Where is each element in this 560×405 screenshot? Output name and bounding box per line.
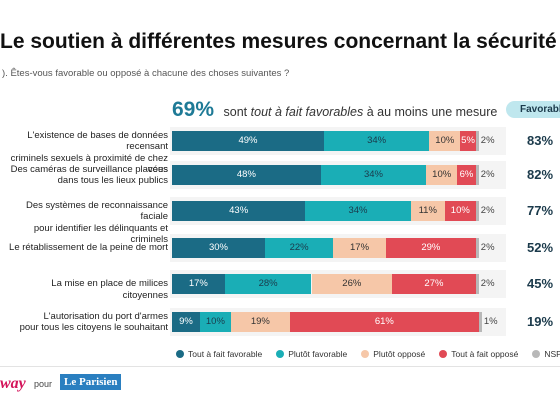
favorable-total: 77% <box>526 203 554 218</box>
nsp-value-label: 2% <box>480 205 495 216</box>
seg-tout-fait-favorable: 43% <box>172 201 306 221</box>
category-label: Le rétablissement de la peine de mort <box>4 242 168 254</box>
seg-nsp <box>475 131 479 151</box>
legend-item: Tout à fait favorable <box>176 349 262 359</box>
seg-tout-fait-oppose: 27% <box>392 274 476 294</box>
favorable-total: 52% <box>526 240 554 255</box>
seg-plutot-oppose: 17% <box>333 238 386 258</box>
legend-item: Plutôt favorable <box>276 349 347 359</box>
survey-question: ). Êtes-vous favorable ou opposé à chacu… <box>2 68 290 79</box>
seg-nsp <box>475 165 479 185</box>
legend-swatch <box>439 350 448 358</box>
chart-legend: Tout à fait favorable Plutôt favorable Plu… <box>176 349 560 359</box>
category-label: L'autorisation du port d'armes pour tous … <box>4 311 168 334</box>
category-label: La mise en place de milices citoyennes <box>4 278 168 301</box>
category-label-line: pour identifier les délinquants et crimi… <box>33 222 168 246</box>
le-parisien-logo: Le Parisien <box>60 374 122 390</box>
seg-nsp <box>475 274 479 294</box>
legend-label: Plutôt opposé <box>373 349 426 359</box>
category-label-line: dans tous les lieux publics <box>57 175 168 186</box>
legend-swatch <box>532 350 541 358</box>
category-label-line: La mise en place de milices citoyennes <box>51 278 168 301</box>
nsp-value-label: 2% <box>480 135 495 146</box>
seg-tout-fait-oppose: 6% <box>457 165 476 185</box>
seg-tout-fait-favorable: 49% <box>172 131 324 151</box>
legend-label: Tout à fait favorable <box>188 349 263 359</box>
category-label-line: L'existence de bases de données recensan… <box>27 129 168 153</box>
category-label-line: Le rétablissement de la peine de mort <box>9 242 168 254</box>
seg-plutot-oppose: 10% <box>429 131 461 151</box>
seg-tout-fait-oppose: 29% <box>385 238 476 258</box>
legend-swatch <box>176 350 184 358</box>
favorable-total: 19% <box>526 314 554 329</box>
nsp-value-label: 2% <box>480 278 495 289</box>
seg-plutot-oppose: 19% <box>230 312 290 332</box>
seg-tout-fait-favorable: 17% <box>172 274 225 294</box>
category-label: Des caméras de surveillance placées dans … <box>4 164 168 187</box>
legend-item: Tout à fait opposé <box>439 349 518 359</box>
legend-swatch <box>361 350 370 358</box>
headline-mid: tout à fait favorables <box>250 105 364 119</box>
footer-pour: pour <box>34 379 53 389</box>
chart-title: Le soutien à différentes mesures concern… <box>0 30 557 53</box>
headline-post: à au moins une mesure <box>366 105 498 119</box>
seg-tout-fait-oppose: 5% <box>460 131 476 151</box>
seg-plutot-favorable: 34% <box>323 131 430 151</box>
seg-plutot-oppose: 11% <box>410 201 445 221</box>
legend-label: Tout à fait opposé <box>451 349 519 359</box>
category-label: L'existence de bases de données recensan… <box>4 130 168 176</box>
pollster-logo: way <box>0 375 26 392</box>
seg-tout-fait-oppose: 61% <box>289 312 479 332</box>
seg-nsp <box>478 312 482 332</box>
favorable-total: 83% <box>526 133 554 148</box>
seg-nsp <box>475 238 479 258</box>
footer: way pour Le Parisien <box>0 366 560 405</box>
seg-plutot-favorable: 10% <box>199 312 231 332</box>
seg-plutot-oppose: 26% <box>311 274 393 294</box>
category-label: Des systèmes de reconnaissance faciale po… <box>4 200 168 246</box>
seg-tout-fait-favorable: 9% <box>172 312 200 332</box>
favorable-total: 82% <box>526 167 554 182</box>
legend-item: NSP <box>532 349 560 359</box>
headline-pct: 69% <box>172 98 215 121</box>
category-label-line: L'autorisation du port d'armes <box>43 310 168 322</box>
seg-plutot-favorable: 22% <box>265 238 334 258</box>
category-label-line: pour tous les citoyens le souhaitant <box>19 322 168 333</box>
nsp-value-label: 1% <box>483 316 498 327</box>
legend-label: NSP <box>544 349 560 359</box>
seg-plutot-favorable: 34% <box>305 201 411 221</box>
category-label-line: Des caméras de surveillance placées <box>10 163 168 175</box>
seg-plutot-oppose: 10% <box>426 165 458 185</box>
nsp-value-label: 2% <box>480 242 495 253</box>
favorable-column-header: Favorable <box>506 101 560 118</box>
legend-label: Plutôt favorable <box>288 349 348 359</box>
seg-tout-fait-favorable: 48% <box>172 165 321 185</box>
seg-tout-fait-favorable: 30% <box>172 238 265 258</box>
headline-pre: sont <box>223 105 248 119</box>
favorable-total: 45% <box>526 276 554 291</box>
seg-plutot-favorable: 28% <box>224 274 312 294</box>
seg-tout-fait-oppose: 10% <box>444 201 476 221</box>
seg-plutot-favorable: 34% <box>320 165 427 185</box>
legend-swatch <box>276 350 285 358</box>
nsp-value-label: 2% <box>480 169 495 180</box>
category-label-line: Des systèmes de reconnaissance faciale <box>25 199 168 223</box>
legend-item: Plutôt opposé <box>361 349 425 359</box>
seg-nsp <box>475 201 479 221</box>
headline: 69% sont tout à fait favorables à au moi… <box>172 98 497 122</box>
category-label-line: criminels sexuels à proximité de chez vo… <box>10 152 168 176</box>
